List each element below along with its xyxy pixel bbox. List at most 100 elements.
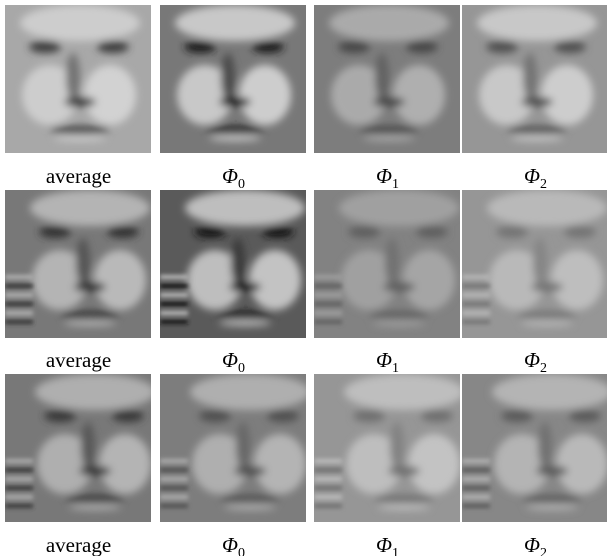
symbol: Φ	[222, 164, 238, 188]
face-image	[5, 190, 151, 338]
caption: average	[5, 164, 152, 188]
nose-shadow	[221, 53, 235, 101]
streak	[5, 275, 33, 279]
cheek	[94, 250, 146, 310]
face-content	[5, 190, 151, 338]
mouth	[359, 126, 419, 134]
subscript: 2	[540, 546, 547, 556]
cheek	[408, 434, 460, 494]
symbol: Φ	[376, 164, 392, 188]
face-image	[462, 374, 607, 522]
eye	[564, 226, 596, 238]
cheek	[254, 434, 306, 494]
streak	[5, 504, 33, 508]
face-content	[160, 190, 306, 338]
lip	[224, 504, 276, 510]
eye	[353, 410, 385, 422]
streak	[160, 311, 188, 315]
forehead	[35, 374, 155, 410]
streak	[5, 284, 33, 288]
nostril	[373, 97, 405, 107]
streak	[160, 275, 188, 279]
streak	[160, 468, 188, 472]
streak	[160, 320, 188, 324]
nostril	[521, 97, 553, 107]
streak	[314, 486, 342, 490]
streak	[462, 293, 490, 297]
eye	[252, 41, 284, 53]
caption: Φ1	[314, 348, 461, 381]
caption: average	[5, 533, 152, 556]
face-image	[314, 374, 464, 522]
subscript: 0	[238, 361, 245, 376]
eye	[486, 41, 518, 53]
eye	[267, 410, 299, 422]
face-image	[314, 5, 460, 153]
face-image	[5, 5, 151, 153]
cheek	[403, 250, 455, 310]
eye	[107, 226, 139, 238]
face-image	[5, 374, 155, 522]
nostril	[531, 282, 563, 292]
eye	[421, 410, 453, 422]
streak	[314, 459, 342, 463]
nostril	[79, 466, 111, 476]
lip	[69, 504, 121, 510]
mouth	[220, 495, 280, 503]
streak	[462, 504, 490, 508]
eye	[44, 410, 76, 422]
subscript: 2	[540, 361, 547, 376]
caption: Φ0	[160, 348, 307, 381]
nostril	[74, 282, 106, 292]
forehead	[477, 5, 597, 41]
cheek	[393, 65, 445, 125]
lip	[54, 135, 106, 141]
mouth	[507, 126, 567, 134]
streak	[5, 302, 33, 306]
caption: Φ1	[314, 164, 461, 197]
nose-shadow	[533, 238, 547, 286]
mouth	[215, 311, 275, 319]
streak	[5, 468, 33, 472]
lip	[526, 504, 578, 510]
face-image	[160, 374, 310, 522]
streak	[462, 468, 490, 472]
nose-shadow	[66, 53, 80, 101]
streak	[160, 459, 188, 463]
cheek	[541, 65, 593, 125]
eye	[501, 410, 533, 422]
streak	[462, 311, 490, 315]
streak	[462, 284, 490, 288]
nose-shadow	[385, 238, 399, 286]
face-content	[462, 5, 607, 153]
streak	[160, 284, 188, 288]
cheek	[249, 250, 301, 310]
streak	[314, 275, 342, 279]
forehead	[329, 5, 449, 41]
streak	[314, 468, 342, 472]
nose-shadow	[81, 422, 95, 470]
lip	[378, 504, 430, 510]
subscript: 1	[392, 546, 399, 556]
subscript: 1	[392, 177, 399, 192]
lip	[363, 135, 415, 141]
eye	[416, 226, 448, 238]
nostril	[383, 282, 415, 292]
streak	[160, 293, 188, 297]
streak	[160, 302, 188, 306]
caption: Φ2	[462, 348, 607, 381]
forehead	[20, 5, 140, 41]
streak	[314, 302, 342, 306]
streak	[462, 495, 490, 499]
streak	[160, 504, 188, 508]
subscript: 0	[238, 546, 245, 556]
streak	[462, 275, 490, 279]
streak	[314, 477, 342, 481]
face-content	[462, 374, 607, 522]
nostril	[219, 97, 251, 107]
streak	[314, 504, 342, 508]
face-content	[160, 5, 306, 153]
nose-shadow	[538, 422, 552, 470]
lip	[373, 320, 425, 326]
eye	[569, 410, 601, 422]
